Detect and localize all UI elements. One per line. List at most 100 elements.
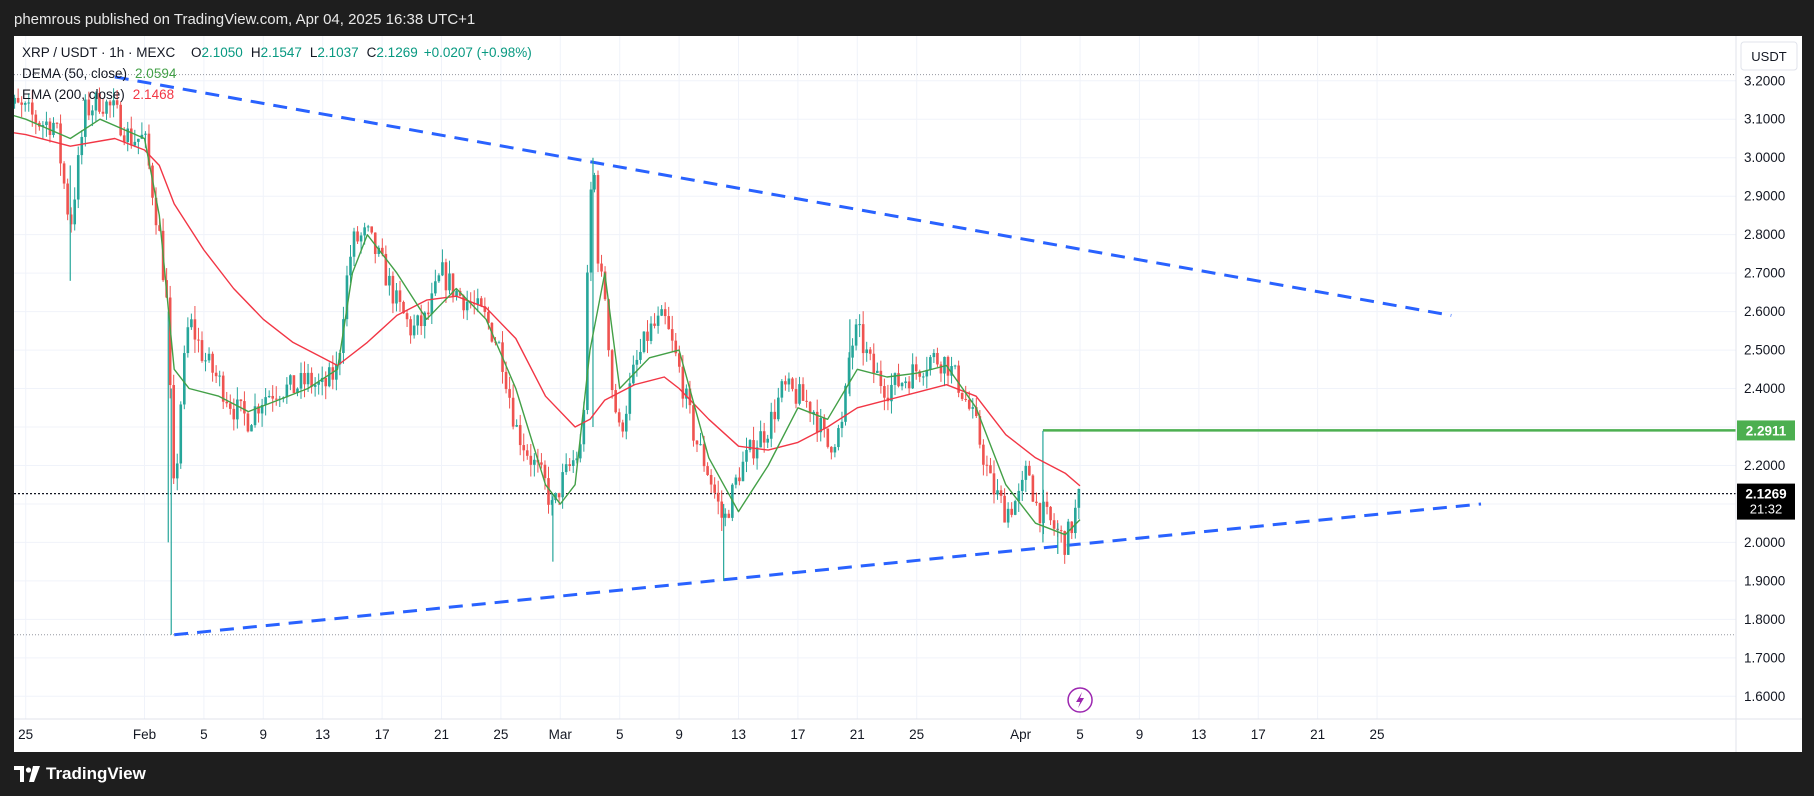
candle-body <box>688 388 692 406</box>
candle-body <box>497 342 501 344</box>
candle-body <box>1003 495 1006 523</box>
candle-body <box>172 385 176 479</box>
candle-body <box>801 384 805 401</box>
price-tick-label: 2.6000 <box>1744 304 1785 319</box>
candle-body <box>115 100 119 105</box>
time-tick-label: 13 <box>315 727 330 742</box>
candle-body <box>589 189 593 273</box>
candle-body <box>554 493 557 501</box>
candle-body <box>868 349 872 354</box>
candle-body <box>540 462 543 465</box>
candle-body <box>600 263 603 272</box>
candle-body <box>914 364 918 372</box>
candle-body <box>296 388 299 394</box>
lightning-icon[interactable] <box>1067 687 1093 713</box>
level-price-tag <box>1737 420 1795 441</box>
candle-body <box>218 375 221 377</box>
candle-body <box>310 372 313 387</box>
candle-body <box>221 375 225 402</box>
candle-body <box>232 408 236 420</box>
candle-body <box>412 325 416 336</box>
price-tick-label: 1.7000 <box>1744 650 1785 665</box>
candle-body <box>76 155 80 200</box>
candle-body <box>197 339 200 341</box>
chart-panel[interactable]: XRP / USDT · 1h · MEXC O2.1050 H2.1547 L2.… <box>14 36 1802 752</box>
candle-body <box>426 312 430 315</box>
candle-body <box>175 463 179 479</box>
candle-body <box>306 372 310 385</box>
candle-body <box>23 103 27 105</box>
candle-body <box>186 327 190 354</box>
price-tick-label: 2.9000 <box>1744 189 1785 204</box>
candle-body <box>45 121 48 126</box>
time-tick-label: 17 <box>375 727 390 742</box>
candle-body <box>48 121 52 135</box>
price-tick-label: 2.8000 <box>1744 227 1785 242</box>
candle-body <box>430 293 434 315</box>
candle-body <box>614 390 617 413</box>
candle-body <box>819 417 823 433</box>
time-tick-label: 5 <box>200 727 208 742</box>
time-tick-label: 13 <box>731 727 746 742</box>
tradingview-brand[interactable]: TradingView <box>14 764 146 784</box>
candle-body <box>755 447 759 459</box>
level-price-label: 2.2911 <box>1746 423 1787 438</box>
candle-body <box>55 122 59 124</box>
candle-body <box>702 444 706 467</box>
price-tick-label: 3.2000 <box>1744 73 1785 88</box>
brand-label: TradingView <box>46 764 146 783</box>
tradingview-logo-icon <box>14 766 40 782</box>
time-tick-label: 25 <box>18 727 33 742</box>
price-chart[interactable]: XRP / USDT · 1h · MEXC O2.1050 H2.1547 L2.… <box>14 36 1802 752</box>
candle-body <box>1049 506 1052 521</box>
candle-body <box>1066 521 1070 555</box>
legend-ema[interactable]: EMA (200, close) 2.1468 <box>22 87 174 102</box>
price-tick-label: 1.6000 <box>1744 689 1785 704</box>
legend-symbol[interactable]: XRP / USDT · 1h · MEXC <box>22 45 176 60</box>
candle-body <box>204 360 207 362</box>
candle-body <box>883 386 886 398</box>
candle-body <box>709 474 713 485</box>
candle-body <box>511 397 515 427</box>
time-tick-label: 9 <box>260 727 268 742</box>
candle-body <box>840 421 844 429</box>
time-tick-label: 21 <box>434 727 449 742</box>
candle-body <box>444 262 448 291</box>
candle-body <box>193 319 197 340</box>
candle-body <box>907 381 911 389</box>
candle-body <box>621 422 625 432</box>
time-tick-label: 9 <box>675 727 683 742</box>
legend-dema[interactable]: DEMA (50, close) 2.0594 <box>22 66 177 81</box>
candle-body <box>225 401 229 404</box>
candle-body <box>483 306 487 312</box>
candle-body <box>80 136 84 156</box>
candle-body <box>568 464 572 466</box>
candle-body <box>745 449 748 462</box>
candle-body <box>695 440 699 445</box>
candle-body <box>313 384 317 387</box>
candle-body <box>345 275 349 320</box>
candle-body <box>285 384 289 398</box>
support-trendline <box>174 502 1482 637</box>
candle-body <box>929 357 932 370</box>
candle-body <box>617 412 621 423</box>
candle-body <box>250 425 253 432</box>
candle-body <box>179 404 183 464</box>
candle-body <box>27 102 31 104</box>
candle-body <box>381 247 384 254</box>
candle-body <box>1028 465 1031 476</box>
candle-body <box>943 356 946 374</box>
time-axis[interactable]: 25 Feb 5 9 13 17 21 25 Mar 5 9 13 17 21 25 Apr 5 9 13 17 21 2… <box>18 727 1384 742</box>
candle-body <box>660 309 663 316</box>
time-tick-label: 9 <box>1136 727 1144 742</box>
candle-body <box>129 128 133 146</box>
candle-body <box>999 490 1003 496</box>
candle-body <box>833 447 837 453</box>
currency-button[interactable] <box>1740 41 1798 71</box>
candle-body <box>1006 508 1010 523</box>
candle-body <box>681 366 685 399</box>
price-tick-label: 2.5000 <box>1744 343 1785 358</box>
candle-body <box>158 225 161 231</box>
time-tick-label: 25 <box>1370 727 1385 742</box>
candle-body <box>575 458 579 461</box>
